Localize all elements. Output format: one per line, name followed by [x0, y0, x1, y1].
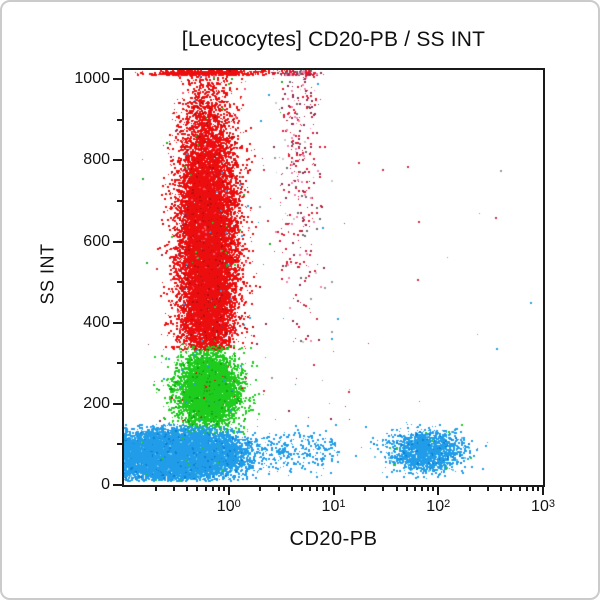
x-tick-label: 100	[216, 498, 241, 515]
y-major-tick	[113, 402, 122, 405]
x-major-tick	[437, 486, 440, 495]
y-major-tick	[113, 240, 122, 243]
y-tick-label: 0	[101, 476, 110, 493]
x-major-tick	[227, 486, 230, 495]
y-axis-label: SS INT	[37, 243, 58, 305]
y-major-tick	[113, 484, 122, 486]
chart-title: [Leucocytes] CD20-PB / SS INT	[181, 28, 486, 51]
y-major-tick	[113, 78, 122, 81]
plot-area	[122, 68, 545, 487]
y-tick-label: 400	[83, 313, 110, 331]
y-tick-label: 1000	[74, 70, 110, 88]
y-major-tick	[113, 159, 122, 162]
scatter-canvas	[124, 70, 543, 485]
x-tick-label: 102	[426, 498, 451, 515]
y-tick-label: 800	[83, 151, 110, 169]
y-tick-label: 200	[83, 394, 110, 412]
x-tick-label: 103	[531, 498, 555, 515]
y-major-tick	[113, 321, 122, 324]
x-tick-label: 101	[321, 498, 346, 515]
x-axis-label: CD20-PB	[289, 528, 378, 550]
y-tick-label: 600	[83, 232, 110, 250]
x-major-tick	[542, 486, 544, 495]
x-major-tick	[332, 486, 335, 495]
